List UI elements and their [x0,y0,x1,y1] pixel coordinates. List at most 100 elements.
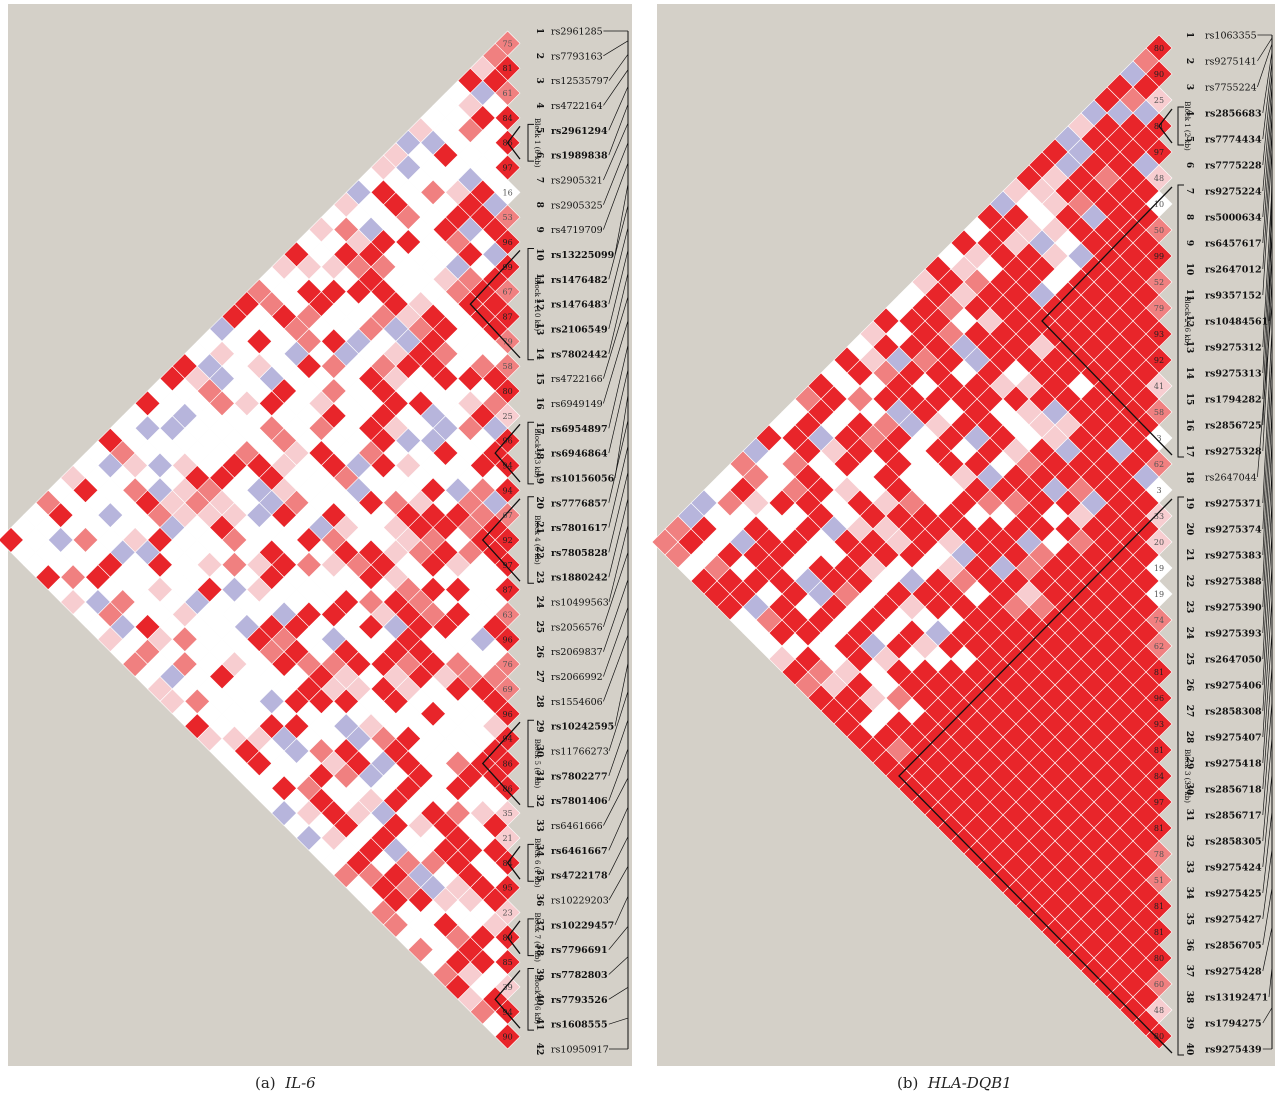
snp-index: 11 [534,273,544,286]
snp-index: 20 [1184,523,1194,536]
snp-connector [608,1017,629,1025]
dprime-label: 48 [1154,174,1164,183]
snp-label: rs9357152 [1205,291,1262,302]
dprime-label: 85 [502,958,512,967]
snp-label: rs1794282 [1205,395,1262,406]
dprime-label: 86 [502,784,512,793]
dprime-label: 97 [1154,148,1164,157]
snp-index: 13 [534,323,544,336]
snp-connector [1262,631,1273,764]
snp-label: rs7793163 [551,51,603,62]
snp-connector [608,54,629,81]
snp-index: 26 [534,645,544,658]
dprime-label: 16 [502,188,512,197]
snp-index: 27 [1184,705,1194,718]
snp-label: rs9275312 [1205,343,1262,354]
haplotype-block-outline [506,920,521,955]
haplotype-block-outline [494,423,521,483]
snp-label: rs1608555 [551,1020,608,1031]
snp-label: rs1554606 [551,697,603,708]
snp-connector [1262,132,1273,270]
snp-label: rs2961294 [551,126,608,137]
snp-connector [1262,470,1273,634]
snp-label: rs7802277 [551,771,608,782]
snp-index: 36 [534,894,544,907]
snp-index: 7 [534,177,544,183]
snp-index: 8 [1184,214,1194,220]
snp-label: rs10229457 [551,920,614,931]
snp-label: rs2858308 [1205,707,1262,718]
snp-index: 2 [534,53,544,59]
snp-connector [608,926,629,950]
block-label: Block 8 (6 kb) [533,975,541,1025]
snp-label: rs2905321 [551,175,603,186]
snp-connector [1262,383,1273,556]
dprime-label: 60 [1154,980,1164,989]
block-label: Block 7 (4 kb) [533,913,541,963]
dprime-label: 96 [1154,694,1164,703]
snp-index: 29 [534,720,544,733]
snp-connector [1262,440,1273,608]
snp-label: rs10229203 [551,896,609,907]
snp-label: rs6461666 [551,821,603,832]
snp-connector [1262,149,1273,296]
snp-index: 41 [534,1018,544,1031]
snp-connector [603,69,629,106]
snp-label: rs1989838 [551,151,608,162]
snp-label: rs6946864 [551,449,608,460]
block-label: Block 1 (2 kb) [1183,101,1191,151]
snp-index: 14 [534,348,544,361]
snp-label: rs7796691 [551,945,608,956]
snp-connector [614,394,629,478]
dprime-label: 52 [1154,278,1164,287]
snp-connector [603,606,629,677]
snp-connector [608,445,629,528]
snp-connector [608,369,629,454]
snp-connector [603,320,629,404]
snp-connector [1262,85,1273,192]
snp-label: rs6457617 [1205,239,1262,250]
block-bracket [1177,496,1184,1056]
dprime-label: 87 [502,313,512,322]
snp-index: 24 [534,596,544,609]
snp-index: 40 [534,993,544,1006]
snp-label: rs2856718 [1205,785,1262,796]
snp-connector [1257,303,1273,478]
dprime-label: 53 [502,213,512,222]
snp-index: 8 [534,202,544,208]
snp-label: rs2905325 [551,200,603,211]
snp-index: 37 [534,919,544,932]
dprime-label: 81 [502,64,512,73]
haplotype-block-outline [1041,186,1173,456]
block-bracket [527,496,534,584]
snp-index: 5 [534,127,544,133]
snp-connector [603,142,629,205]
snp-index: 27 [534,670,544,683]
snp-label: rs2647012 [1205,265,1262,276]
caption-b-gene: HLA-DQB1 [927,1074,1012,1092]
snp-connector [608,273,629,354]
block-label: Block 1 (6 kb) [533,118,541,168]
snp-connector [603,296,629,379]
snp-index: 7 [1184,188,1194,194]
snp-index: 31 [1184,809,1194,822]
snp-label: rs9275383 [1205,551,1262,562]
snp-connector [608,86,629,131]
snp-index: 13 [1184,341,1194,354]
snp-index: 12 [534,298,544,311]
dprime-label: 97 [502,561,512,570]
dprime-label: 92 [1154,356,1164,365]
snp-connector [614,896,629,925]
dprime-label: 96 [502,437,512,446]
haplotype-block-outline [506,845,521,880]
block-bracket [527,843,534,882]
dprime-label: 84 [1154,772,1164,781]
snp-index: 17 [534,422,544,435]
snp-connector [608,227,629,305]
snp-label: rs1476482 [551,275,608,286]
dprime-label: 94 [502,486,512,495]
snp-label: rs1880242 [551,573,608,584]
dprime-label: 80 [502,387,512,396]
snp-label: rs2856725 [1205,421,1262,432]
